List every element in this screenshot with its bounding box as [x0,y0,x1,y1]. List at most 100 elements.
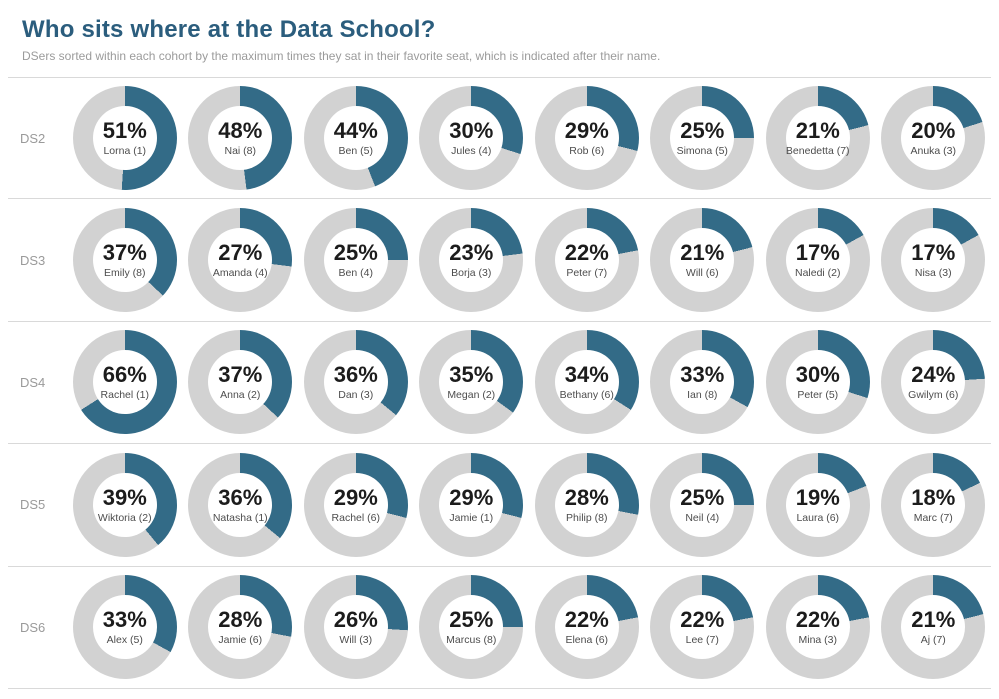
donut-chart-ds6-8[interactable]: 21% Aj (7) [881,575,986,680]
donut-chart-ds6-1[interactable]: 33% Alex (5) [72,575,177,680]
donut-hole: 23% Borja (3) [439,228,504,293]
donut-cell: 37% Anna (2) [183,330,299,435]
donut-chart-ds5-8[interactable]: 18% Marc (7) [881,452,986,557]
donut-hole: 21% Aj (7) [901,595,966,660]
donut-chart-ds5-4[interactable]: 29% Jamie (1) [419,452,524,557]
percent-label: 18% [911,484,956,510]
donut-hole: 28% Jamie (6) [208,595,273,660]
percent-label: 33% [680,362,725,388]
percent-label: 37% [218,362,263,388]
donut-cell: 21% Aj (7) [876,575,992,680]
donut-chart-ds5-3[interactable]: 29% Rachel (6) [303,452,408,557]
name-label: Wiktoria (2) [97,511,152,524]
percent-label: 25% [333,240,378,266]
name-label: Nisa (3) [914,267,952,280]
percent-label: 25% [680,118,725,144]
name-label: Lorna (1) [103,145,147,158]
donut-chart-ds6-2[interactable]: 28% Jamie (6) [188,575,293,680]
donut-hole: 24% Gwilym (6) [901,350,966,415]
donut-chart-ds3-2[interactable]: 27% Amanda (4) [188,208,293,313]
donut-chart-ds6-6[interactable]: 22% Lee (7) [650,575,755,680]
donut-cell: 18% Marc (7) [876,452,992,557]
donut-chart-ds4-8[interactable]: 24% Gwilym (6) [881,330,986,435]
donut-chart-ds4-3[interactable]: 36% Dan (3) [303,330,408,435]
donut-chart-ds2-3[interactable]: 44% Ben (5) [303,86,408,191]
name-label: Jules (4) [451,145,492,158]
percent-label: 30% [795,362,840,388]
donut-chart-ds4-5[interactable]: 34% Bethany (6) [534,330,639,435]
name-label: Emily (8) [104,267,146,280]
donut-chart-ds3-6[interactable]: 21% Will (6) [650,208,755,313]
donut-chart-ds2-1[interactable]: 51% Lorna (1) [72,86,177,191]
donut-chart-ds5-5[interactable]: 28% Philip (8) [534,452,639,557]
donut-hole: 29% Rachel (6) [323,472,388,537]
percent-label: 28% [218,607,263,633]
cohort-label: DS3 [20,252,46,268]
donut-chart-ds2-8[interactable]: 20% Anuka (3) [881,86,986,191]
percent-label: 66% [102,362,147,388]
donut-chart-ds2-7[interactable]: 21% Benedetta (7) [765,86,870,191]
donut-chart-ds3-7[interactable]: 17% Naledi (2) [765,208,870,313]
donut-chart-ds5-6[interactable]: 25% Neil (4) [650,452,755,557]
donut-chart-ds4-4[interactable]: 35% Megan (2) [419,330,524,435]
name-label: Philip (8) [566,511,608,524]
name-label: Mina (3) [798,634,837,647]
donut-chart-ds6-3[interactable]: 26% Will (3) [303,575,408,680]
percent-label: 28% [564,484,609,510]
donut-chart-ds5-2[interactable]: 36% Natasha (1) [188,452,293,557]
donut-hole: 30% Jules (4) [439,106,504,171]
donut-chart-ds6-5[interactable]: 22% Elena (6) [534,575,639,680]
percent-label: 22% [564,240,609,266]
name-label: Amanda (4) [212,267,268,280]
donut-cell: 30% Peter (5) [760,330,876,435]
name-label: Borja (3) [451,267,492,280]
name-label: Jamie (1) [449,511,494,524]
donut-chart-ds2-4[interactable]: 30% Jules (4) [419,86,524,191]
donut-cell: 20% Anuka (3) [876,86,992,191]
donut-hole: 44% Ben (5) [323,106,388,171]
donut-hole: 22% Elena (6) [554,595,619,660]
percent-label: 22% [680,607,725,633]
donut-cell: 33% Ian (8) [645,330,761,435]
percent-label: 21% [680,240,725,266]
donut-chart-ds3-8[interactable]: 17% Nisa (3) [881,208,986,313]
donut-chart-ds6-7[interactable]: 22% Mina (3) [765,575,870,680]
cohort-row-ds3: DS3 37% Emily (8) 27% Amanda (4) 25% Ben (4) 23… [8,199,991,322]
name-label: Elena (6) [565,634,609,647]
name-label: Naledi (2) [794,267,841,280]
donut-chart-ds4-6[interactable]: 33% Ian (8) [650,330,755,435]
percent-label: 22% [795,607,840,633]
donut-chart-ds4-2[interactable]: 37% Anna (2) [188,330,293,435]
donut-cell: 28% Philip (8) [529,452,645,557]
donut-chart-ds3-1[interactable]: 37% Emily (8) [72,208,177,313]
donut-hole: 22% Mina (3) [785,595,850,660]
donut-cell: 21% Benedetta (7) [760,86,876,191]
donut-chart-ds6-4[interactable]: 25% Marcus (8) [419,575,524,680]
donut-cell: 24% Gwilym (6) [876,330,992,435]
name-label: Gwilym (6) [908,389,959,402]
donut-chart-ds4-7[interactable]: 30% Peter (5) [765,330,870,435]
percent-label: 23% [449,240,494,266]
donut-chart-ds3-4[interactable]: 23% Borja (3) [419,208,524,313]
header: Who sits where at the Data School? DSers… [0,0,999,77]
donut-cell: 66% Rachel (1) [67,330,183,435]
donut-hole: 17% Naledi (2) [785,228,850,293]
donut-chart-ds3-5[interactable]: 22% Peter (7) [534,208,639,313]
donut-hole: 18% Marc (7) [901,472,966,537]
cohort-label: DS5 [20,497,46,513]
donut-chart-ds2-5[interactable]: 29% Rob (6) [534,86,639,191]
name-label: Ben (5) [338,145,373,158]
donut-hole: 25% Neil (4) [670,472,735,537]
donut-chart-ds2-2[interactable]: 48% Nai (8) [188,86,293,191]
page-subtitle: DSers sorted within each cohort by the m… [22,49,661,63]
percent-label: 24% [911,362,956,388]
donut-chart-ds5-1[interactable]: 39% Wiktoria (2) [72,452,177,557]
name-label: Bethany (6) [559,389,614,402]
donut-chart-ds2-6[interactable]: 25% Simona (5) [650,86,755,191]
donut-chart-ds4-1[interactable]: 66% Rachel (1) [72,330,177,435]
donut-chart-ds5-7[interactable]: 19% Laura (6) [765,452,870,557]
name-label: Alex (5) [106,634,143,647]
cohort-label: DS6 [20,619,46,635]
donut-chart-ds3-3[interactable]: 25% Ben (4) [303,208,408,313]
donut-grid: DS2 51% Lorna (1) 48% Nai (8) 44% Ben (5) 30% Ju… [0,77,999,689]
